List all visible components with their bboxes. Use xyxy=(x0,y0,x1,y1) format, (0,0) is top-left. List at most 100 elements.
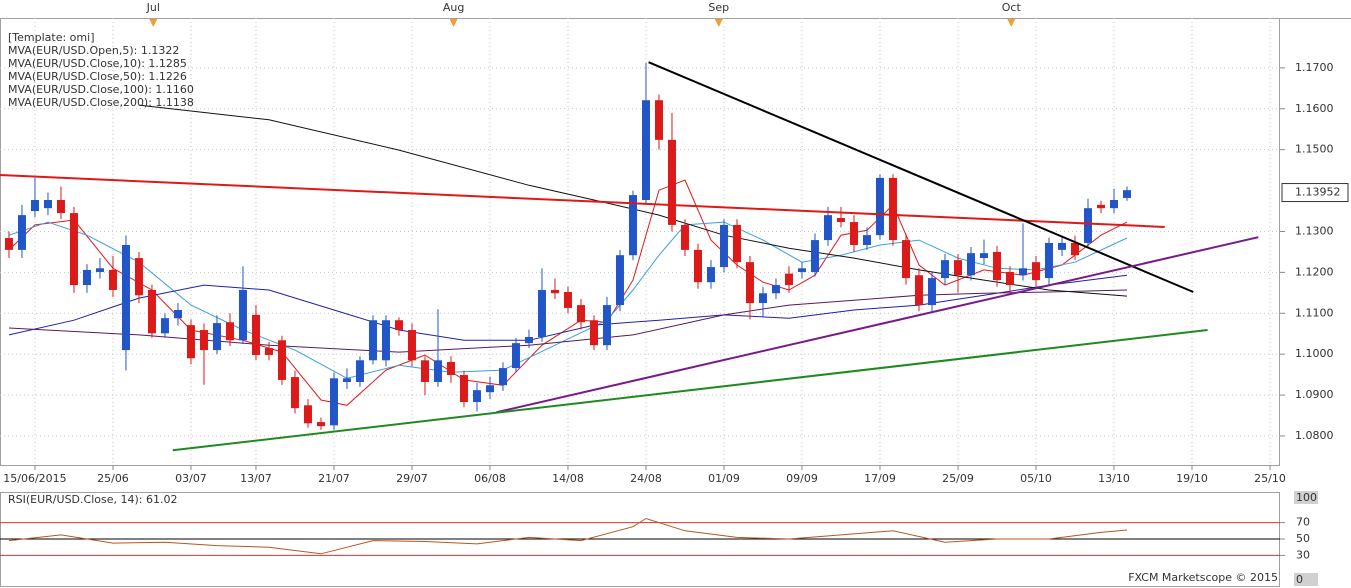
trend-line xyxy=(172,329,1208,452)
candle-body xyxy=(1057,242,1066,250)
candle-body xyxy=(888,177,897,241)
candle-body xyxy=(147,289,156,334)
source: FXCM Marketscope © 2015 xyxy=(1128,571,1278,584)
candle-body xyxy=(173,310,182,319)
month-label: Jul xyxy=(146,1,160,14)
x-tick-label: 21/07 xyxy=(318,472,350,485)
month-marker xyxy=(449,19,458,27)
legend-entry: MVA(EUR/USD.Open,5): 1.1322 xyxy=(8,44,179,57)
candle-body xyxy=(706,267,715,283)
candle-body xyxy=(602,305,611,346)
candle-body xyxy=(953,260,962,276)
x-tick-label: 24/08 xyxy=(630,472,662,485)
candle-body xyxy=(4,238,13,250)
candle-body xyxy=(1070,242,1079,256)
candle-body xyxy=(615,255,624,306)
legend-entry: MVA(EUR/USD.Close,10): 1.1285 xyxy=(8,57,187,70)
candle-body xyxy=(368,320,377,361)
rsi-title: RSI(EUR/USD.Close, 14): 61.02 xyxy=(8,493,177,506)
candle-body xyxy=(498,368,507,386)
candle-body xyxy=(628,195,637,256)
candle-body xyxy=(927,278,936,306)
candle-body xyxy=(69,213,78,286)
candle-body xyxy=(680,224,689,250)
candle-body xyxy=(836,217,845,223)
candle-body xyxy=(303,405,312,424)
candle-body xyxy=(394,320,403,331)
candle-body xyxy=(381,320,390,361)
month-label: Aug xyxy=(443,1,464,14)
x-tick-label: 13/10 xyxy=(1098,472,1130,485)
trend-line xyxy=(496,236,1259,414)
last-price-label: 1.13952 xyxy=(1295,186,1341,199)
last-price-box xyxy=(1281,183,1349,203)
x-tick-label: 01/09 xyxy=(708,472,740,485)
candle-body xyxy=(1083,208,1092,243)
y-tick-label: 30 xyxy=(1296,548,1310,561)
y-tick-label: 100 xyxy=(1296,491,1317,504)
candle-body xyxy=(849,222,858,245)
candle-body xyxy=(472,390,481,403)
candle-body xyxy=(56,199,65,214)
candle-body xyxy=(1044,242,1053,279)
month-label: Oct xyxy=(1002,1,1022,14)
legend-entry: MVA(EUR/USD.Close,50): 1.1226 xyxy=(8,70,187,83)
candle-body xyxy=(329,378,338,426)
candle-body xyxy=(524,336,533,344)
y-tick-label: 1.1100 xyxy=(1295,306,1334,319)
y-tick-label: 1.0800 xyxy=(1295,429,1334,442)
x-tick-label: 06/08 xyxy=(474,472,506,485)
candle-body xyxy=(186,325,195,359)
candle-body xyxy=(290,377,299,409)
month-marker xyxy=(714,19,723,27)
y-tick-box xyxy=(1294,491,1318,504)
candle-body xyxy=(342,378,351,382)
x-tick-label: 25/06 xyxy=(97,472,129,485)
candle-body xyxy=(966,253,975,276)
candle-body xyxy=(654,100,663,140)
month-marker xyxy=(149,19,158,27)
candle-body xyxy=(641,100,650,200)
candle-body xyxy=(823,215,832,241)
candle-body xyxy=(420,360,429,382)
candle-body xyxy=(784,273,793,286)
candle-body xyxy=(862,235,871,245)
candle-body xyxy=(251,314,260,355)
trend-line-group xyxy=(172,329,1208,452)
candle-body xyxy=(199,330,208,351)
x-tick-label: 25/09 xyxy=(942,472,974,485)
candle-body xyxy=(810,240,819,272)
candle-body xyxy=(160,318,169,334)
candle-body xyxy=(264,348,273,355)
candle-body xyxy=(914,275,923,306)
candle-body xyxy=(1109,199,1118,209)
candle-body xyxy=(433,360,442,382)
x-tick-label: 14/08 xyxy=(552,472,584,485)
legend-title: [Template: omi] xyxy=(8,31,94,44)
candle-body xyxy=(121,244,130,351)
y-tick-label: 1.1500 xyxy=(1295,143,1334,156)
x-tick-label: 05/10 xyxy=(1020,472,1052,485)
candle-body xyxy=(459,375,468,403)
y-tick-label: 1.1600 xyxy=(1295,102,1334,115)
candle-body xyxy=(550,289,559,294)
candle-body xyxy=(992,251,1001,281)
y-tick-label: 1.1000 xyxy=(1295,347,1334,360)
x-tick-label: 15/06/2015 xyxy=(3,472,66,485)
candle-body xyxy=(30,199,39,212)
candle-body xyxy=(485,385,494,393)
x-tick-label: 19/10 xyxy=(1176,472,1208,485)
candle-body xyxy=(537,289,546,337)
candle-body xyxy=(95,268,104,272)
x-tick-label: 25/10 xyxy=(1254,472,1286,485)
y-tick-label: 1.1700 xyxy=(1295,61,1334,74)
month-marker xyxy=(1007,19,1016,27)
legend-entry: MVA(EUR/USD.Close,100): 1.1160 xyxy=(8,83,194,96)
legend-entry: MVA(EUR/USD.Close,200): 1.1138 xyxy=(8,96,194,109)
candle-body xyxy=(940,260,949,279)
y-tick-label: 50 xyxy=(1296,532,1310,545)
candle-body xyxy=(225,322,234,341)
month-label: Sep xyxy=(708,1,729,14)
candle-body xyxy=(589,320,598,346)
